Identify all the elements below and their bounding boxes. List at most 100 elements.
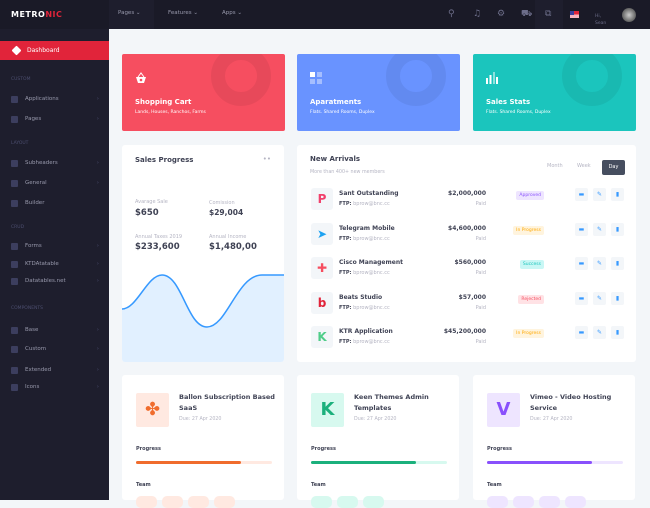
sidebar-item[interactable]: KTDAtatable ›	[0, 258, 109, 272]
row-name[interactable]: Cisco Management	[339, 259, 403, 266]
project-logo: ✤	[136, 393, 169, 427]
sidebar-item[interactable]: Datatables.net ›	[0, 275, 109, 289]
delete-button[interactable]: ▮	[611, 291, 624, 305]
edit-button[interactable]: ✎	[593, 326, 606, 339]
row-ftp: FTP: bprow@bnc.cc	[339, 304, 390, 311]
row-name[interactable]: Beats Studio	[339, 293, 383, 301]
nav-pages[interactable]: Pages ⌄	[118, 10, 141, 16]
tile-title: Aparatments	[310, 98, 362, 106]
chevron-right-icon: ›	[96, 346, 99, 352]
gear-icon[interactable]: ⚙	[497, 9, 506, 19]
stat-tile[interactable]: Shopping Cart Lands, Houses, Ranchos, Far…	[122, 54, 285, 131]
row-name[interactable]: Telegram Mobile	[339, 224, 395, 232]
team-avatar[interactable]	[136, 496, 157, 508]
row-name[interactable]: Sant Outstanding	[339, 190, 399, 197]
sidebar-item[interactable]: General ›	[0, 177, 109, 191]
us-flag-icon[interactable]	[570, 11, 579, 18]
progress-label: Progress	[487, 446, 512, 452]
delete-button[interactable]: ▮	[611, 222, 624, 236]
avatar[interactable]	[622, 8, 636, 22]
tile-subtitle: Flats. Shared Rooms, Duplex	[310, 110, 375, 115]
edit-button[interactable]: ✎	[593, 188, 606, 201]
row-ftp: FTP: bprow@bnc.cc	[339, 235, 390, 242]
team-avatar[interactable]	[363, 496, 384, 508]
edit-button[interactable]: ✎	[593, 222, 606, 236]
team-avatar[interactable]	[162, 496, 183, 508]
table-row: b Beats Studio FTP: bprow@bnc.cc $57,000…	[297, 291, 636, 322]
sidebar-item[interactable]: Builder	[0, 197, 109, 211]
delete-button[interactable]: ▮	[611, 257, 624, 270]
row-paid: Paid	[475, 304, 486, 311]
section-label: COMPONENTS	[11, 306, 44, 311]
sidebar-item-dashboard[interactable]: Dashboard	[0, 41, 109, 60]
edit-button[interactable]: ✎	[593, 291, 606, 305]
team-label: Team	[311, 482, 326, 488]
apps-icon	[310, 72, 322, 84]
team-avatar[interactable]	[513, 496, 534, 508]
sidebar-item[interactable]: Base ›	[0, 324, 109, 338]
team-avatar[interactable]	[337, 496, 358, 508]
sidebar-item[interactable]: Pages ›	[0, 113, 109, 127]
sidebar-item[interactable]: Applications ›	[0, 93, 109, 107]
more-icon[interactable]: ••	[262, 155, 271, 163]
layers-icon[interactable]: ⧉	[545, 9, 552, 19]
row-name[interactable]: KTR Application	[339, 328, 393, 335]
project-title[interactable]: Vimeo - Video Hosting Service	[530, 393, 612, 412]
edit-button[interactable]: ✎	[593, 257, 606, 270]
sidebar-item[interactable]: Forms ›	[0, 240, 109, 254]
stat-value: $1,480,00	[209, 242, 257, 252]
project-title[interactable]: Ballon Subscription Based SaaS	[179, 393, 275, 412]
tile-title: Sales Stats	[486, 98, 531, 106]
logo[interactable]: METRONIC	[0, 0, 109, 29]
project-due: Due: 27 Apr 2020	[179, 417, 222, 422]
sidebar-item[interactable]: Subheaders ›	[0, 157, 109, 171]
tab-day[interactable]: Day	[602, 160, 625, 175]
table-row: ✚ Cisco Management FTP: bprow@bnc.cc $56…	[297, 257, 636, 287]
nav-apps[interactable]: Apps ⌄	[222, 10, 242, 16]
view-button[interactable]: ▬	[575, 257, 588, 270]
team-avatar[interactable]	[539, 496, 560, 508]
basket-icon	[136, 72, 146, 83]
team-avatar[interactable]	[311, 496, 332, 508]
team-avatar[interactable]	[487, 496, 508, 508]
team-avatar[interactable]	[214, 496, 235, 508]
delete-button[interactable]: ▮	[611, 326, 624, 339]
section-label: CUSTOM	[11, 77, 31, 82]
stat-tile[interactable]: Sales Stats Flats. Shared Rooms, Duplex	[473, 54, 636, 131]
menu-icon	[11, 180, 18, 187]
cart-icon[interactable]: ⛟	[521, 9, 533, 19]
row-amount: $560,000	[454, 259, 486, 266]
chevron-right-icon: ›	[96, 243, 99, 249]
tab-month[interactable]: Month	[547, 163, 563, 169]
bell-icon[interactable]: ♫	[473, 9, 482, 19]
view-button[interactable]: ▬	[575, 291, 588, 305]
user-greeting[interactable]: Hi, Sean	[595, 14, 607, 26]
tile-title: Shopping Cart	[135, 98, 192, 106]
view-button[interactable]: ▬	[575, 222, 588, 236]
table-row: P Sant Outstanding FTP: bprow@bnc.cc $2,…	[297, 188, 636, 218]
app-logo: K	[311, 326, 333, 348]
nav-features[interactable]: Features ⌄	[168, 10, 199, 16]
card-subtitle: More than 400+ new members	[310, 170, 385, 175]
sidebar-item[interactable]: Extended ›	[0, 364, 109, 378]
progress-bar	[487, 461, 623, 464]
search-icon[interactable]: ⚲	[448, 9, 455, 19]
app-logo: ➤	[311, 222, 333, 245]
project-title[interactable]: Keen Themes Admin Templates	[354, 393, 429, 412]
tab-week[interactable]: Week	[577, 163, 591, 169]
menu-icon	[11, 243, 18, 250]
table-row: K KTR Application FTP: bprow@bnc.cc $45,…	[297, 326, 636, 356]
row-ftp: FTP: bprow@bnc.cc	[339, 270, 390, 276]
view-button[interactable]: ▬	[575, 188, 588, 201]
project-due: Due: 27 Apr 2020	[530, 417, 573, 422]
view-button[interactable]: ▬	[575, 326, 588, 339]
delete-button[interactable]: ▮	[611, 188, 624, 201]
menu-icon	[11, 116, 18, 123]
team-avatar[interactable]	[188, 496, 209, 508]
stat-tile[interactable]: Aparatments Flats. Shared Rooms, Duplex	[297, 54, 460, 131]
card-title: New Arrivals	[310, 155, 361, 163]
sidebar-item[interactable]: Icons ›	[0, 381, 109, 395]
sidebar-item[interactable]: Custom ›	[0, 343, 109, 357]
team-avatar[interactable]	[565, 496, 586, 508]
status-badge: In Progress	[513, 225, 544, 235]
